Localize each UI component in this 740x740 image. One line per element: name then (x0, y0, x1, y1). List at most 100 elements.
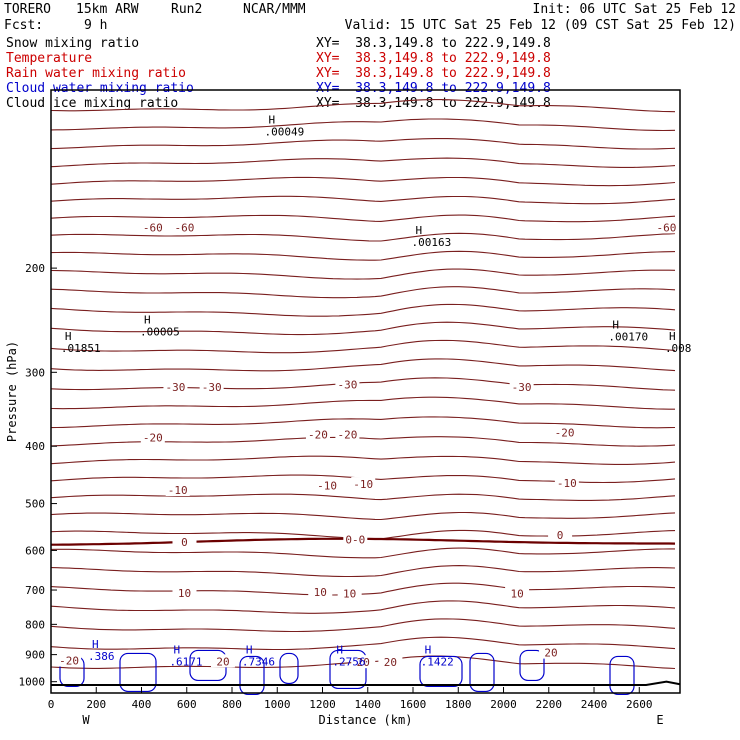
terrain-line (51, 680, 681, 687)
temperature-contour-label: -10 (168, 484, 188, 497)
cloud-water-contour (419, 655, 463, 688)
y-tick-label: 1000 (19, 676, 46, 689)
temperature-contour-label: 20 (357, 656, 370, 669)
x-axis-label: Distance (km) (319, 713, 413, 727)
y-tick-label: 800 (25, 618, 45, 631)
temperature-contour (50, 268, 676, 280)
temperature-contour-label: -20 (143, 432, 163, 445)
contour-label-background (165, 483, 190, 497)
temperature-contour-label: -10 (353, 478, 373, 491)
temperature-contour-label: -60 (143, 221, 163, 234)
maximum-marker: H (669, 330, 676, 343)
temperature-contour-label: 10 (343, 587, 356, 600)
temperature-contour (50, 176, 676, 187)
field-name: Rain water mixing ratio (6, 66, 187, 81)
temperature-contour-label: 10 (510, 587, 523, 600)
x-tick-label: 1800 (445, 698, 472, 711)
east-end-label: E (656, 713, 663, 727)
x-tick-label: 2600 (626, 698, 653, 711)
org-label: NCAR/MMM (243, 2, 306, 17)
contour-label-background (548, 528, 573, 542)
temperature-contour (50, 214, 676, 223)
temperature-contour-label: -60 (175, 221, 195, 234)
x-tick-label: 400 (132, 698, 152, 711)
maximum-marker: H (612, 319, 619, 332)
cloud-water-contour (469, 652, 495, 693)
y-tick-label: 600 (25, 544, 45, 557)
temperature-contour (50, 511, 676, 521)
temperature-contour (50, 286, 676, 299)
temperature-contour-label: -30 (202, 381, 222, 394)
contour-label-background (163, 379, 188, 393)
model-name: TORERO (4, 2, 51, 17)
temperature-contour-label: -20 (59, 654, 79, 667)
contour-label-background (210, 654, 235, 668)
temperature-contour (50, 493, 676, 501)
west-end-label: W (82, 713, 90, 727)
run-label: Run2 (171, 2, 203, 17)
temperature-contour (50, 358, 676, 372)
contour-label-background (509, 379, 534, 393)
temperature-contour (50, 303, 676, 317)
temperature-contour-label: 0-0 (345, 534, 365, 547)
temperature-contour-label: 20 (216, 655, 229, 668)
x-tick-label: 0 (48, 698, 55, 711)
x-tick-label: 600 (177, 698, 197, 711)
valid-time: Valid: 15 UTC Sat 25 Feb 12 (09 CST Sat … (344, 18, 736, 33)
contour-label-background (172, 534, 197, 548)
temperature-contour-label: -20 (555, 426, 575, 439)
maximum-marker: H (268, 113, 275, 126)
maximum-value: .00005 (140, 326, 180, 339)
contour-label-background (57, 653, 82, 667)
temperature-contour-label: -20 (308, 428, 328, 441)
contour-label-background (199, 379, 224, 393)
temperature-contour-label: -10 (317, 480, 337, 493)
cloud-water-contour (609, 655, 635, 696)
temperature-contour-label: -30 (166, 381, 186, 394)
maximum-value: .6171 (169, 655, 202, 668)
plot-frame (50, 89, 681, 694)
maximum-value: .386 (88, 650, 115, 663)
y-tick-label: 500 (25, 498, 45, 511)
temperature-contour-label: 20 (544, 647, 557, 660)
temperature-contour (50, 582, 676, 596)
contour-label-background (351, 655, 376, 669)
maximum-marker: H (246, 643, 253, 656)
model-resolution: 15km ARW (76, 2, 139, 17)
x-tick-label: 2000 (490, 698, 517, 711)
contour-label-background (378, 655, 403, 669)
temperature-contour-label: 10 (178, 587, 191, 600)
cloud-water-contour (329, 649, 367, 690)
x-tick-label: 800 (222, 698, 242, 711)
temperature-contour (50, 600, 676, 614)
temperature-contour (50, 618, 676, 633)
temperature-contour (50, 339, 676, 354)
temperature-contour (50, 547, 675, 559)
init-time: Init: 06 UTC Sat 25 Feb 12 (532, 2, 737, 17)
field-name: Cloud ice mixing ratio (6, 96, 179, 111)
maximum-value: .1422 (421, 655, 454, 668)
temperature-contour (50, 455, 676, 465)
maximum-value: .00163 (412, 236, 452, 249)
contour-label-background (305, 427, 330, 441)
contour-label-background (308, 585, 333, 599)
cloud-water-contour (239, 655, 265, 696)
maximum-value: .2756 (332, 655, 365, 668)
field-cross-section-coords: XY= 38.3,149.8 to 222.9,149.8 (316, 36, 551, 51)
field-name: Snow mixing ratio (6, 36, 140, 51)
temperature-contour-label: 0 (557, 529, 564, 542)
temperature-contour-label: 10 (314, 586, 327, 599)
temperature-contour-label: 20 (384, 656, 397, 669)
temperature-contour-label: -10 (557, 477, 577, 490)
temperature-contour (50, 321, 676, 336)
contour-label-background (539, 645, 564, 659)
cloud-water-contour (279, 652, 299, 685)
x-tick-label: 200 (86, 698, 106, 711)
temperature-contour (50, 195, 676, 205)
x-tick-label: 1600 (400, 698, 427, 711)
contour-label-background (315, 478, 340, 492)
maximum-marker: H (416, 224, 423, 237)
x-tick-label: 1000 (264, 698, 291, 711)
temperature-contour (50, 157, 676, 168)
